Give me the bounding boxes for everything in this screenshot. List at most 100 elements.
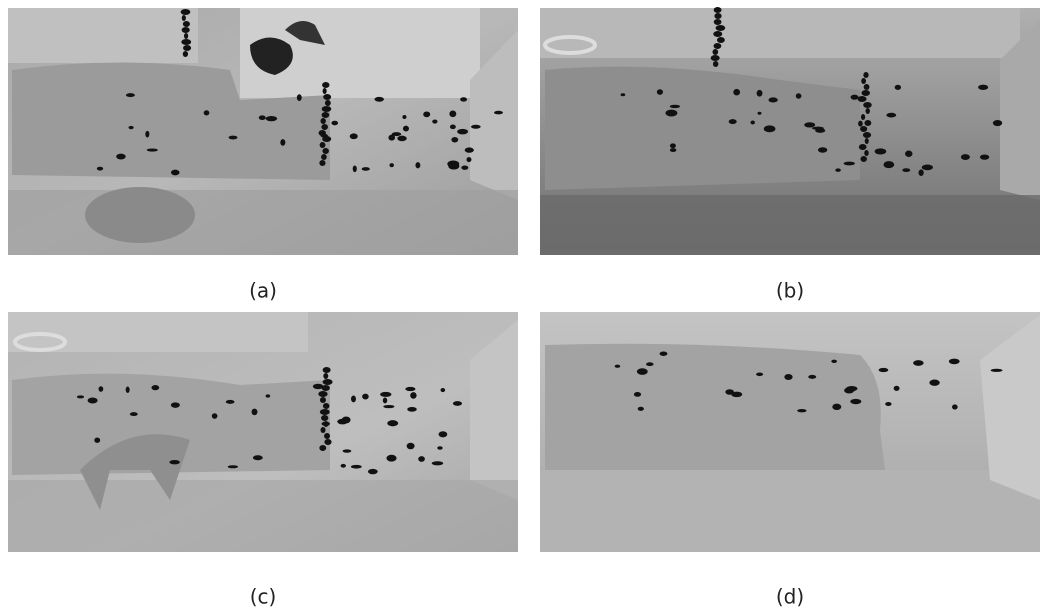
hole [340, 463, 346, 468]
hole [211, 413, 218, 419]
hole [322, 379, 333, 385]
hole [857, 96, 867, 102]
hole [320, 118, 326, 124]
hole [397, 135, 407, 142]
hole [452, 401, 463, 406]
hole [170, 402, 180, 408]
hole [844, 387, 855, 394]
hole [407, 406, 417, 412]
hole [324, 100, 331, 106]
hole [405, 386, 416, 392]
hole [863, 72, 869, 78]
hole [251, 408, 258, 416]
hole [878, 367, 889, 373]
hole [386, 454, 397, 462]
hole [319, 445, 327, 451]
hole [620, 93, 626, 97]
hole [322, 136, 332, 142]
hole [125, 386, 130, 393]
hole [713, 19, 722, 25]
hole [460, 97, 468, 102]
hole [863, 84, 870, 90]
hole [321, 385, 330, 391]
wall [470, 320, 518, 500]
hole [440, 388, 446, 393]
hole [402, 125, 409, 132]
region [8, 312, 308, 352]
hole [324, 439, 332, 445]
hole [883, 161, 895, 169]
floor [8, 190, 518, 255]
hole [713, 43, 722, 49]
hole [756, 372, 764, 377]
hole [319, 160, 326, 166]
hole [713, 31, 723, 37]
panel-label: (a) [249, 279, 277, 303]
hole [864, 138, 869, 144]
hole [183, 45, 192, 51]
hole [952, 404, 958, 410]
hole [797, 408, 807, 413]
hole [902, 168, 911, 172]
hole [457, 128, 469, 135]
hole [321, 154, 327, 160]
hole [319, 409, 330, 415]
hole [280, 139, 286, 146]
hole [466, 157, 472, 163]
hole [864, 120, 872, 126]
hole [861, 78, 867, 84]
hole [712, 49, 719, 55]
hole [715, 25, 726, 31]
hole [750, 120, 755, 125]
hole [850, 398, 862, 405]
hole [795, 93, 802, 99]
hole [322, 403, 330, 409]
hole [182, 51, 189, 57]
hole [449, 124, 456, 130]
hole [716, 37, 725, 43]
hole [733, 88, 741, 96]
hole [180, 9, 191, 15]
panel-label: (d) [776, 585, 804, 609]
hole [757, 111, 762, 115]
hole [665, 109, 678, 117]
hole [861, 90, 871, 96]
hole [669, 143, 676, 149]
hole [128, 125, 134, 130]
hole [322, 367, 331, 373]
hole [203, 110, 210, 116]
hole [858, 144, 867, 150]
hole [296, 94, 302, 101]
hole [768, 97, 778, 103]
hole [321, 112, 330, 118]
hole [784, 374, 793, 381]
hole [367, 468, 378, 475]
object [85, 187, 195, 243]
hole [285, 21, 325, 45]
hole [804, 122, 816, 128]
hole [125, 93, 135, 98]
hole [669, 148, 677, 153]
floor [540, 195, 1040, 255]
hole [447, 160, 460, 168]
hole [227, 465, 239, 469]
hole [633, 391, 642, 397]
panel-b [540, 8, 1040, 255]
hole [423, 111, 431, 118]
hole [756, 89, 763, 97]
hole [183, 33, 189, 39]
hole [410, 392, 417, 399]
wall [1000, 20, 1040, 200]
hole [87, 397, 98, 404]
floor [8, 480, 518, 552]
hole [921, 164, 934, 171]
holes [76, 7, 1003, 475]
hole [886, 112, 897, 118]
couch [545, 66, 860, 190]
hole [383, 404, 395, 409]
hole [865, 108, 870, 114]
hole [258, 115, 266, 121]
hole [860, 156, 867, 162]
person [80, 434, 190, 510]
